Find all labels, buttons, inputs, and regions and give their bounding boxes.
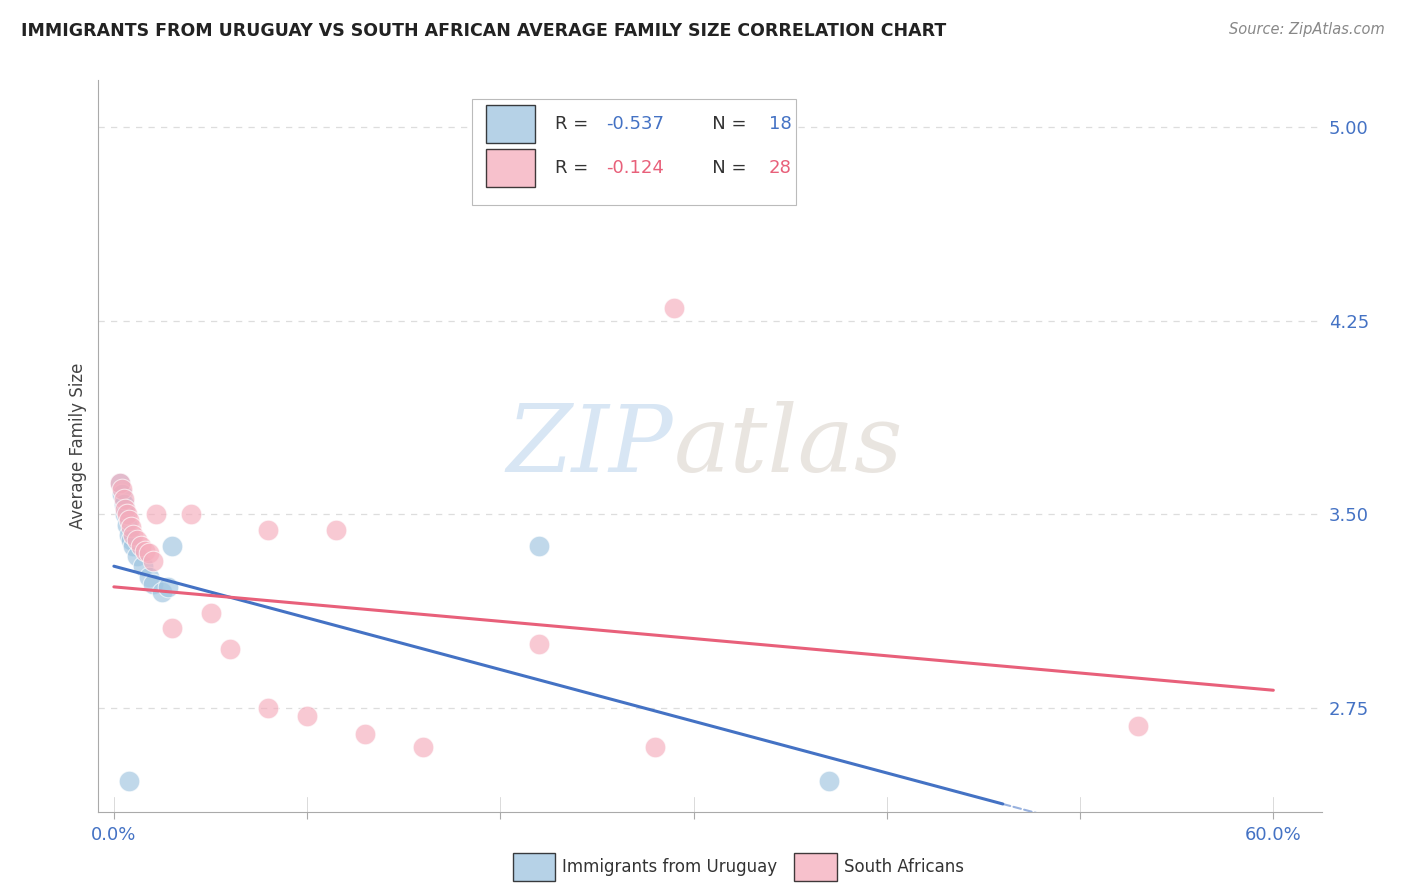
- Point: [160, 621, 183, 635]
- Point: [110, 482, 132, 496]
- Point: [150, 585, 173, 599]
- Text: -0.537: -0.537: [606, 115, 664, 133]
- Point: [200, 606, 222, 620]
- Point: [257, 701, 280, 715]
- Point: [122, 528, 145, 542]
- Text: -0.124: -0.124: [606, 159, 664, 177]
- Text: Source: ZipAtlas.com: Source: ZipAtlas.com: [1229, 22, 1385, 37]
- Point: [108, 476, 131, 491]
- Text: R =: R =: [555, 159, 593, 177]
- Point: [117, 517, 139, 532]
- Text: atlas: atlas: [673, 401, 903, 491]
- Point: [325, 523, 347, 537]
- Point: [112, 497, 135, 511]
- Point: [125, 549, 148, 563]
- Point: [122, 539, 145, 553]
- Point: [117, 508, 139, 522]
- Text: ZIP: ZIP: [506, 401, 673, 491]
- Text: 28: 28: [769, 159, 792, 177]
- Point: [295, 709, 318, 723]
- Point: [120, 533, 142, 548]
- Point: [527, 539, 550, 553]
- Point: [354, 727, 377, 741]
- Y-axis label: Average Family Size: Average Family Size: [69, 363, 87, 529]
- Point: [156, 580, 179, 594]
- FancyBboxPatch shape: [486, 105, 536, 144]
- Point: [141, 577, 163, 591]
- Text: N =: N =: [696, 159, 752, 177]
- Point: [180, 508, 202, 522]
- Text: South Africans: South Africans: [844, 858, 963, 876]
- Point: [664, 301, 686, 315]
- Point: [527, 637, 550, 651]
- Point: [145, 508, 167, 522]
- Point: [138, 569, 160, 583]
- Point: [160, 539, 183, 553]
- Point: [120, 520, 142, 534]
- Point: [118, 773, 141, 788]
- Point: [129, 539, 152, 553]
- Point: [108, 476, 131, 491]
- Text: 18: 18: [769, 115, 792, 133]
- Point: [132, 559, 155, 574]
- Point: [114, 502, 136, 516]
- Point: [138, 546, 160, 560]
- Point: [134, 543, 156, 558]
- Point: [412, 740, 434, 755]
- Point: [112, 491, 135, 506]
- Point: [125, 533, 148, 548]
- Point: [118, 528, 141, 542]
- Point: [218, 641, 240, 656]
- Point: [644, 740, 666, 755]
- Point: [257, 523, 280, 537]
- Point: [118, 513, 141, 527]
- Text: IMMIGRANTS FROM URUGUAY VS SOUTH AFRICAN AVERAGE FAMILY SIZE CORRELATION CHART: IMMIGRANTS FROM URUGUAY VS SOUTH AFRICAN…: [21, 22, 946, 40]
- Point: [818, 773, 841, 788]
- Text: R =: R =: [555, 115, 593, 133]
- Point: [1126, 719, 1149, 733]
- Text: Immigrants from Uruguay: Immigrants from Uruguay: [562, 858, 778, 876]
- Point: [110, 487, 132, 501]
- FancyBboxPatch shape: [486, 149, 536, 187]
- FancyBboxPatch shape: [471, 99, 796, 204]
- Text: N =: N =: [696, 115, 752, 133]
- Point: [141, 554, 163, 568]
- Point: [114, 508, 136, 522]
